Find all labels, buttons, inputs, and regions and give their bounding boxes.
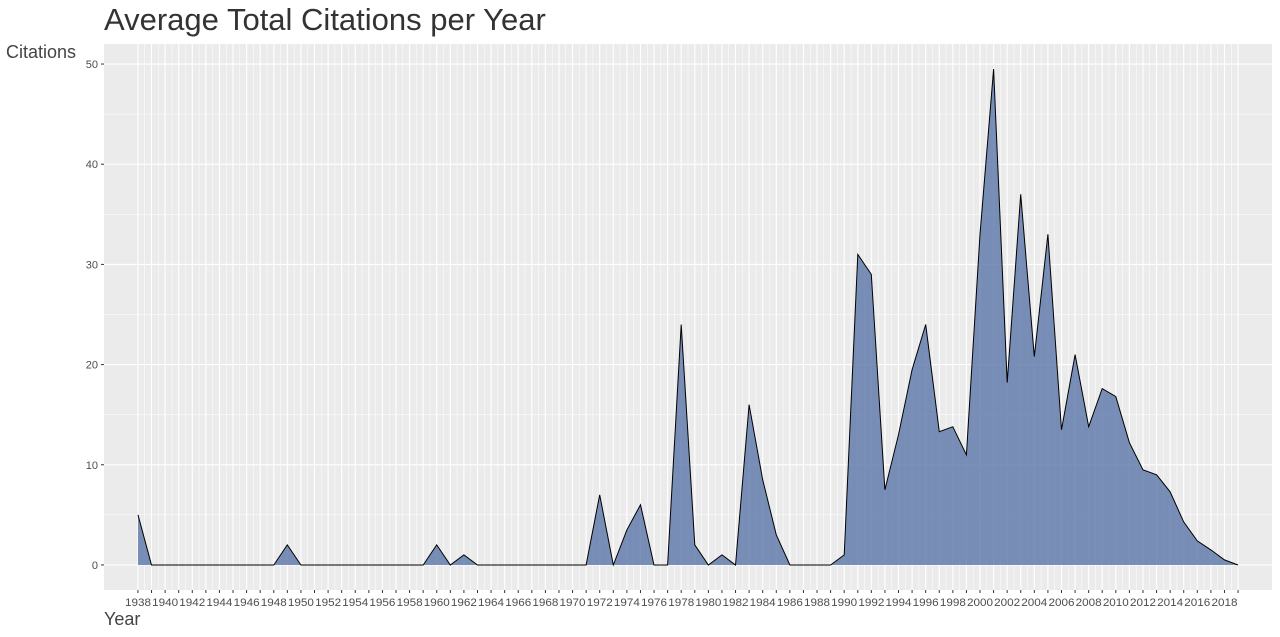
x-tick-label: 1982 xyxy=(723,597,749,609)
x-tick-label: 1968 xyxy=(532,597,558,609)
y-tick-label: 0 xyxy=(92,560,98,572)
x-tick-label: 1956 xyxy=(369,597,395,609)
y-tick-label: 50 xyxy=(86,59,98,71)
x-tick-label: 2008 xyxy=(1076,597,1102,609)
x-tick-label: 1974 xyxy=(614,597,640,609)
x-tick-label: 1962 xyxy=(451,597,477,609)
x-tick-label: 1984 xyxy=(750,597,776,609)
x-tick-label: 1980 xyxy=(695,597,721,609)
y-tick-label: 10 xyxy=(86,460,98,472)
x-tick-label: 1994 xyxy=(886,597,912,609)
y-tick-label: 40 xyxy=(86,159,98,171)
chart-title: Average Total Citations per Year xyxy=(104,2,546,37)
x-tick-label: 1958 xyxy=(397,597,423,609)
x-tick-label: 1988 xyxy=(804,597,830,609)
x-tick-label: 1960 xyxy=(424,597,450,609)
x-tick-label: 2010 xyxy=(1103,597,1129,609)
x-tick-label: 2012 xyxy=(1130,597,1156,609)
x-tick-label: 1978 xyxy=(668,597,694,609)
area-layer xyxy=(137,68,1239,567)
area-fill xyxy=(138,69,1238,565)
x-tick-label: 1998 xyxy=(940,597,966,609)
x-tick-label: 1946 xyxy=(234,597,260,609)
x-tick-label: 2014 xyxy=(1157,597,1183,609)
x-tick-labels: 1938 1940 1942 1944 1946 1948 1950 1952 1954 1956… xyxy=(125,597,1238,609)
x-tick-label: 1992 xyxy=(858,597,884,609)
x-tick-label: 2002 xyxy=(994,597,1020,609)
x-tick-label: 1990 xyxy=(831,597,857,609)
x-tick-label: 1938 xyxy=(125,597,151,609)
x-tick-label: 1942 xyxy=(179,597,205,609)
x-tick-label: 2016 xyxy=(1184,597,1210,609)
grid-minor xyxy=(104,44,1272,590)
y-tick-label: 30 xyxy=(86,259,98,271)
x-tick-label: 1976 xyxy=(641,597,667,609)
x-axis-label: Year xyxy=(104,609,141,629)
x-tick-label: 2006 xyxy=(1048,597,1074,609)
x-tick-label: 2004 xyxy=(1021,597,1047,609)
y-tick-labels: 0 10 20 30 40 50 xyxy=(86,59,98,572)
x-tick-label: 1944 xyxy=(206,597,232,609)
x-tick-label: 2000 xyxy=(967,597,993,609)
x-tick-label: 1940 xyxy=(152,597,178,609)
x-tick-label: 1966 xyxy=(505,597,531,609)
x-tick-label: 1996 xyxy=(913,597,939,609)
area-outline xyxy=(137,68,1239,567)
x-tick-label: 1964 xyxy=(478,597,504,609)
x-tick-label: 1948 xyxy=(261,597,287,609)
y-axis-label: Citations xyxy=(6,42,77,62)
axis-ticks xyxy=(101,63,1239,593)
x-tick-label: 1952 xyxy=(315,597,341,609)
x-tick-label: 1950 xyxy=(288,597,314,609)
y-tick-label: 20 xyxy=(86,360,98,372)
x-tick-label: 2018 xyxy=(1211,597,1237,609)
x-tick-label: 1972 xyxy=(587,597,613,609)
x-tick-label: 1970 xyxy=(560,597,586,609)
x-tick-label: 1986 xyxy=(777,597,803,609)
x-tick-label: 1954 xyxy=(342,597,368,609)
